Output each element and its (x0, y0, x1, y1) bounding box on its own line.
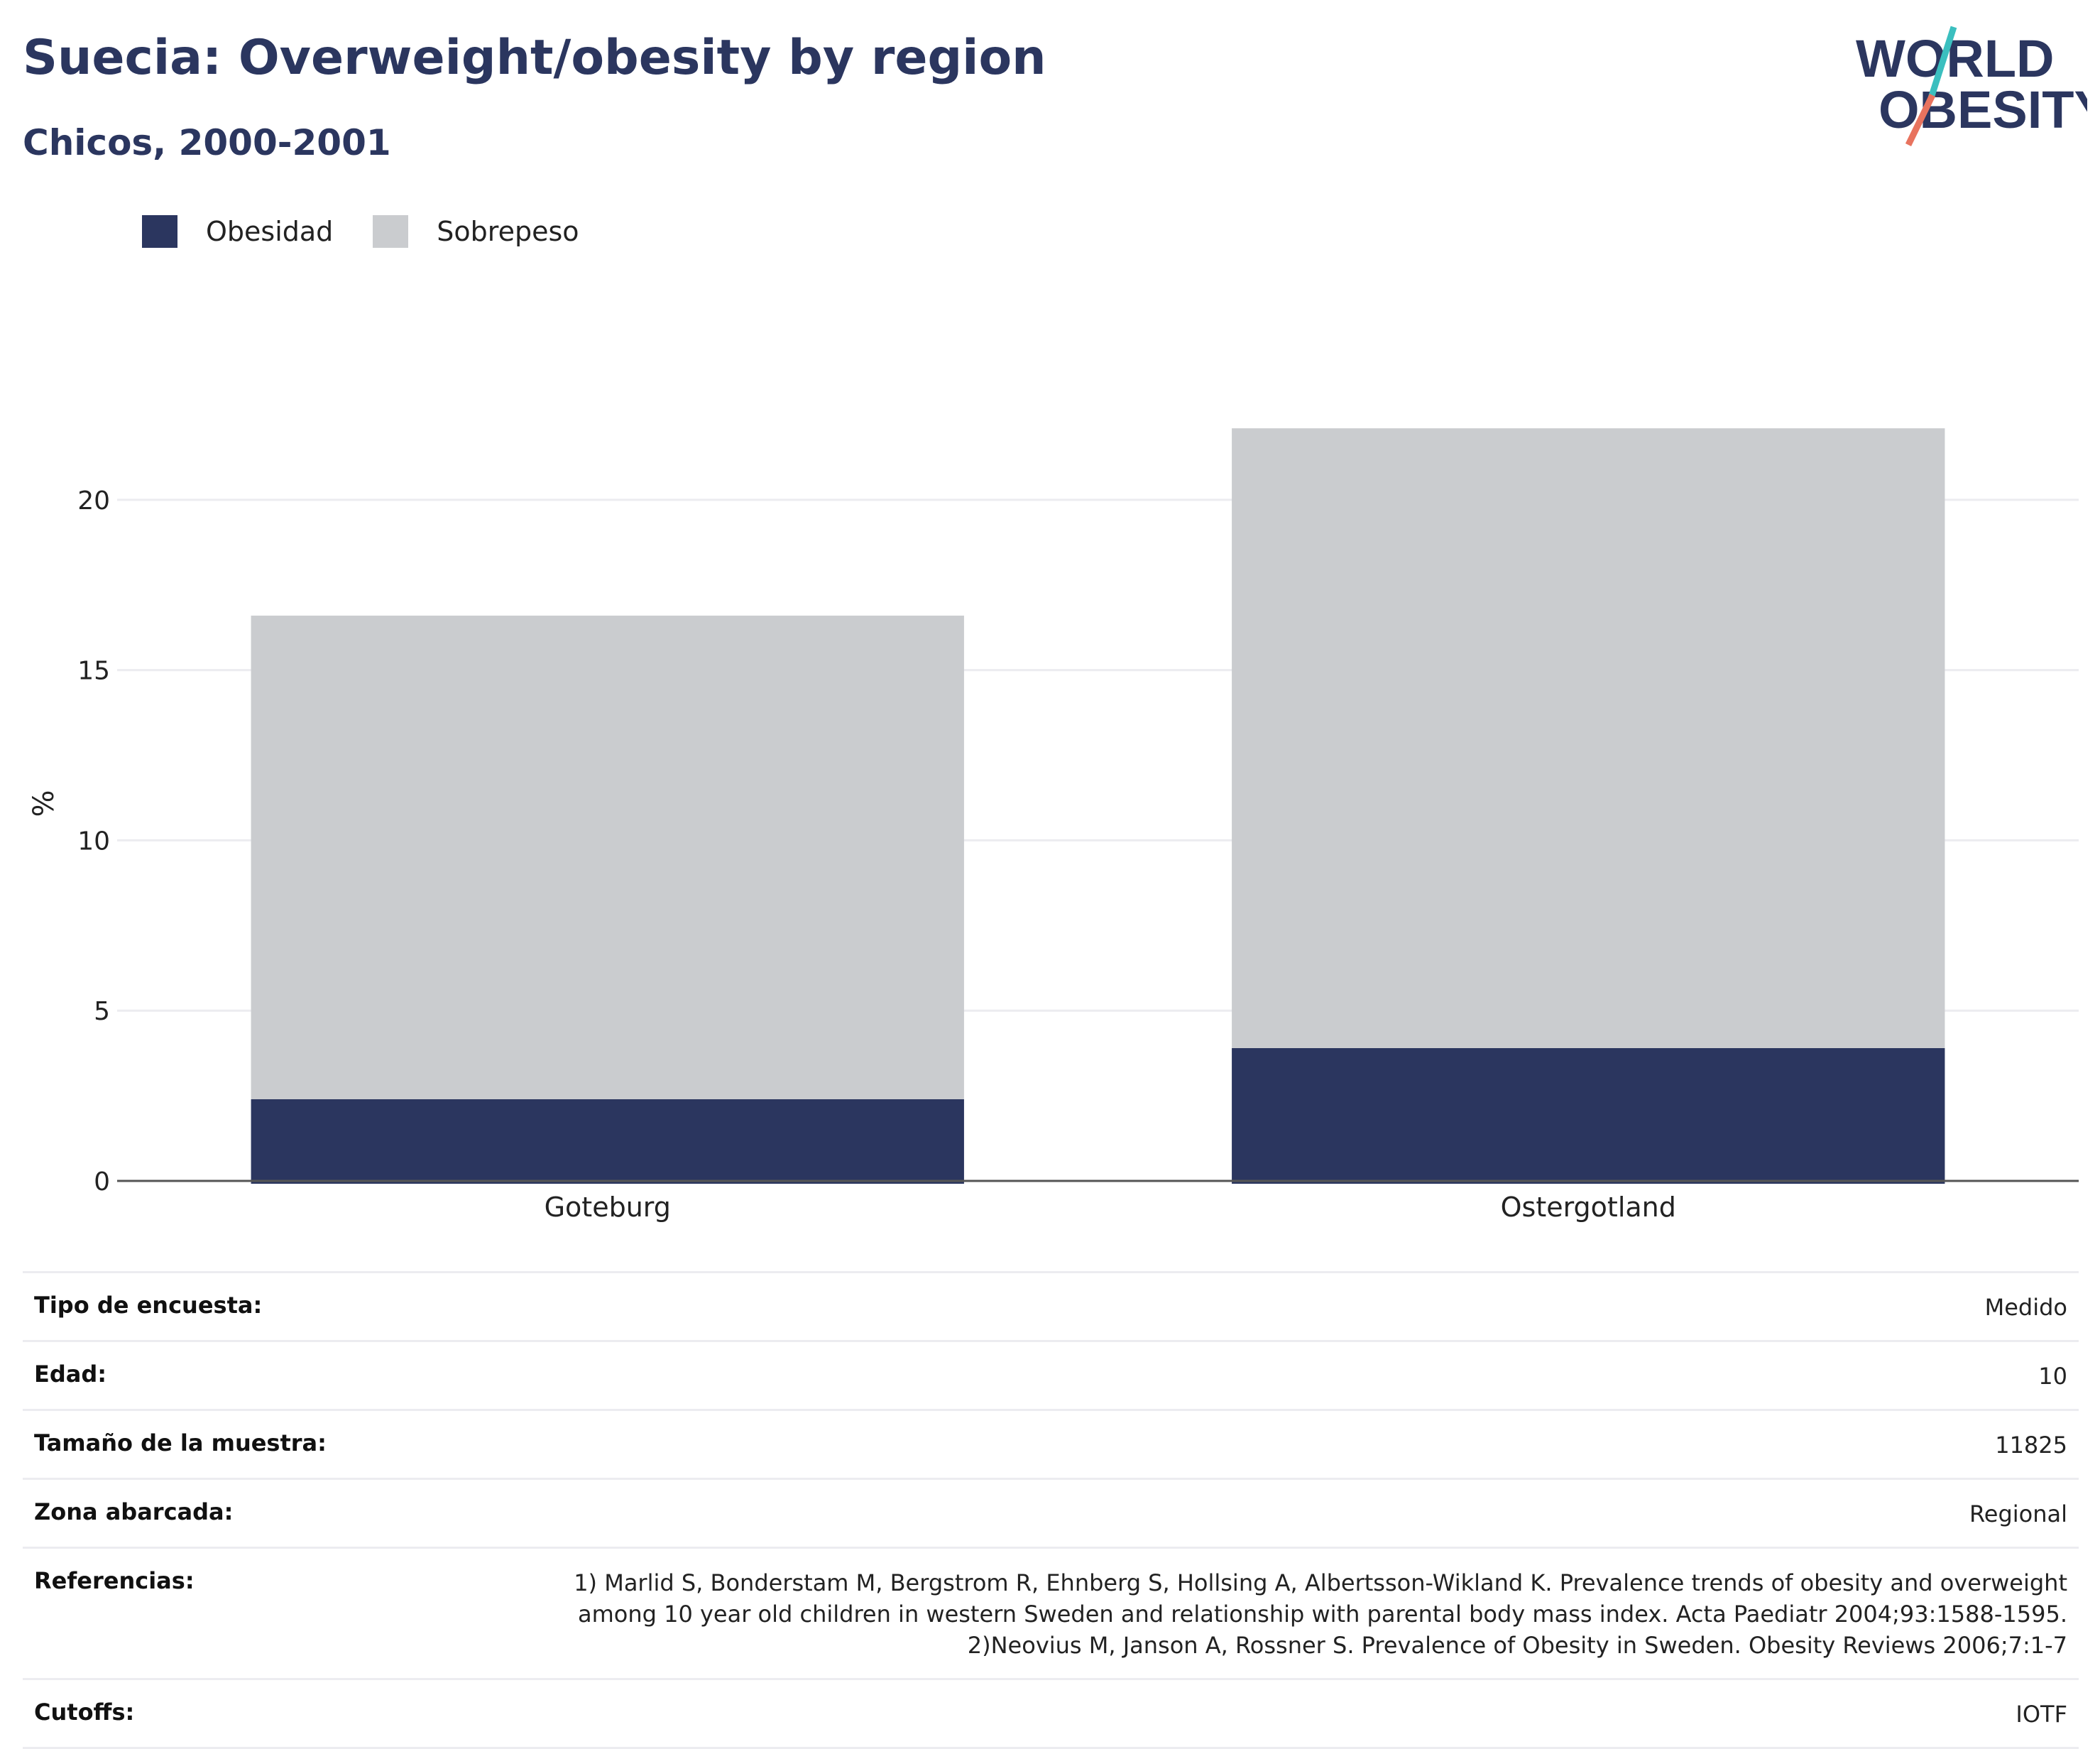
metadata-value-line: Medido (1984, 1294, 2067, 1321)
metadata-row: Tipo de encuesta: Medido (23, 1271, 2079, 1340)
bars (251, 428, 1945, 1184)
metadata-value-line: among 10 year old children in western Sw… (577, 1601, 2067, 1628)
x-tick-label-goteburg: Goteburg (545, 1192, 671, 1223)
metadata-value-line: IOTF (2016, 1701, 2067, 1728)
y-tick-label: 10 (77, 827, 110, 856)
bar-sobrepeso-ostergotland[interactable] (1232, 428, 1945, 1048)
bar-obesidad-ostergotland[interactable] (1232, 1047, 1945, 1184)
metadata-row: Cutoffs: IOTF (23, 1678, 2079, 1749)
x-tick-label-ostergotland: Ostergotland (1501, 1192, 1676, 1223)
metadata-row: Referencias: 1) Marlid S, Bonderstam M, B… (23, 1547, 2079, 1678)
world-obesity-logo: WORLD OBESITY (1856, 26, 2087, 146)
metadata-value-line: Regional (1969, 1500, 2067, 1527)
chart-legend: Obesidad Sobrepeso (142, 213, 619, 250)
metadata-value-line: 11825 (1995, 1432, 2067, 1459)
chart-subtitle: Chicos, 2000-2001 (23, 122, 391, 163)
bar-obesidad-goteburg[interactable] (251, 1099, 964, 1184)
logo-word-world: WORLD (1856, 29, 2055, 88)
y-tick-label: 15 (77, 657, 110, 686)
legend-swatch-obesidad (142, 215, 177, 248)
metadata-value-line: 2)Neovius M, Janson A, Rossner S. Preval… (967, 1632, 2067, 1659)
metadata-value: Regional (1969, 1498, 2067, 1530)
logo-slash-teal (1927, 26, 1957, 99)
bar-sobrepeso-goteburg[interactable] (251, 615, 964, 1099)
metadata-row: Zona abarcada: Regional (23, 1478, 2079, 1547)
y-axis-label: % (28, 790, 60, 817)
metadata-label: Cutoffs: (34, 1699, 135, 1726)
metadata-label: Tipo de encuesta: (34, 1292, 263, 1319)
legend-swatch-sobrepeso (373, 215, 409, 248)
y-tick-label: 20 (77, 486, 110, 516)
metadata-row: Edad: 10 (23, 1340, 2079, 1409)
metadata-value-line: 10 (2038, 1363, 2067, 1390)
metadata-value: 11825 (1995, 1429, 2067, 1461)
legend-label-sobrepeso: Sobrepeso (437, 216, 579, 247)
metadata-label: Tamaño de la muestra: (34, 1429, 327, 1456)
y-tick-labels: 0 5 10 15 20 (77, 486, 110, 1197)
stacked-bar-chart: 0 5 10 15 20 Goteburg Ostergotland % (28, 428, 2079, 1223)
metadata-value: Medido (1985, 1292, 2067, 1323)
metadata-row: Tamaño de la muestra: 11825 (23, 1409, 2079, 1478)
metadata-value-line: 1) Marlid S, Bonderstam M, Bergstrom R, … (574, 1569, 2067, 1596)
y-tick-label: 5 (94, 997, 110, 1026)
metadata-value: 1) Marlid S, Bonderstam M, Bergstrom R, … (574, 1567, 2067, 1661)
legend-item-obesidad[interactable]: Obesidad (142, 215, 333, 248)
metadata-value: 10 (2038, 1361, 2067, 1392)
x-tick-labels: Goteburg Ostergotland (545, 1192, 1676, 1223)
chart-title: Suecia: Overweight/obesity by region (23, 30, 1046, 86)
metadata-label: Referencias: (34, 1567, 195, 1594)
metadata-label: Zona abarcada: (34, 1498, 234, 1525)
y-tick-label: 0 (94, 1167, 110, 1197)
metadata-value: IOTF (2016, 1699, 2067, 1730)
logo-slash-coral (1905, 94, 1936, 146)
metadata-label: Edad: (34, 1361, 107, 1388)
legend-label-obesidad: Obesidad (206, 216, 334, 247)
survey-metadata-table: Tipo de encuesta: Medido Edad: 10 Tamaño de … (23, 1271, 2079, 1749)
legend-item-sobrepeso[interactable]: Sobrepeso (373, 215, 579, 248)
